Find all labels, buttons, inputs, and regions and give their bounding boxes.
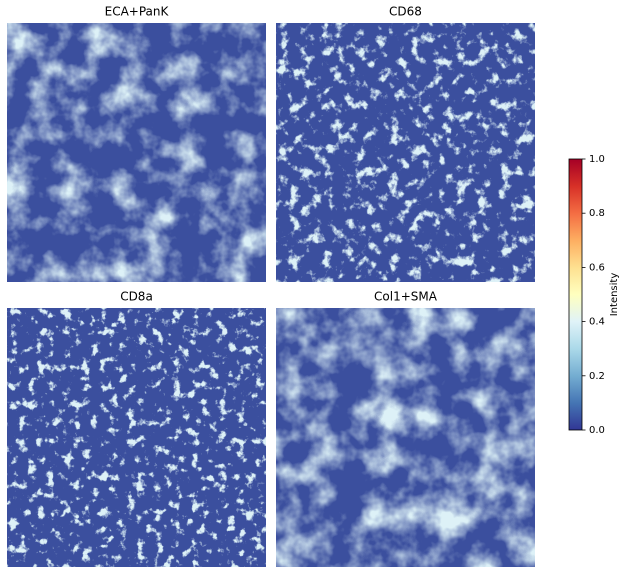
- panel-title: CD68: [389, 5, 422, 19]
- colorbar-tick-label: 0.4: [589, 317, 605, 328]
- colorbar-tick-label: 0.0: [589, 425, 605, 436]
- colorbar-tick-label: 1.0: [589, 154, 605, 165]
- panel-title: CD8a: [120, 290, 153, 304]
- panel-title: ECA+PanK: [105, 5, 170, 19]
- panel-texture: [7, 308, 266, 567]
- colorbar-tick-label: 0.6: [589, 262, 605, 273]
- panel-title: Col1+SMA: [374, 290, 438, 304]
- panel-texture: [276, 23, 535, 282]
- colorbar-label: Intensity: [609, 273, 620, 317]
- colorbar-tick-label: 0.8: [589, 208, 605, 219]
- colorbar: [568, 158, 583, 431]
- panel-texture: [276, 308, 535, 567]
- colorbar-tick-label: 0.2: [589, 371, 605, 382]
- panel-texture: [7, 23, 266, 282]
